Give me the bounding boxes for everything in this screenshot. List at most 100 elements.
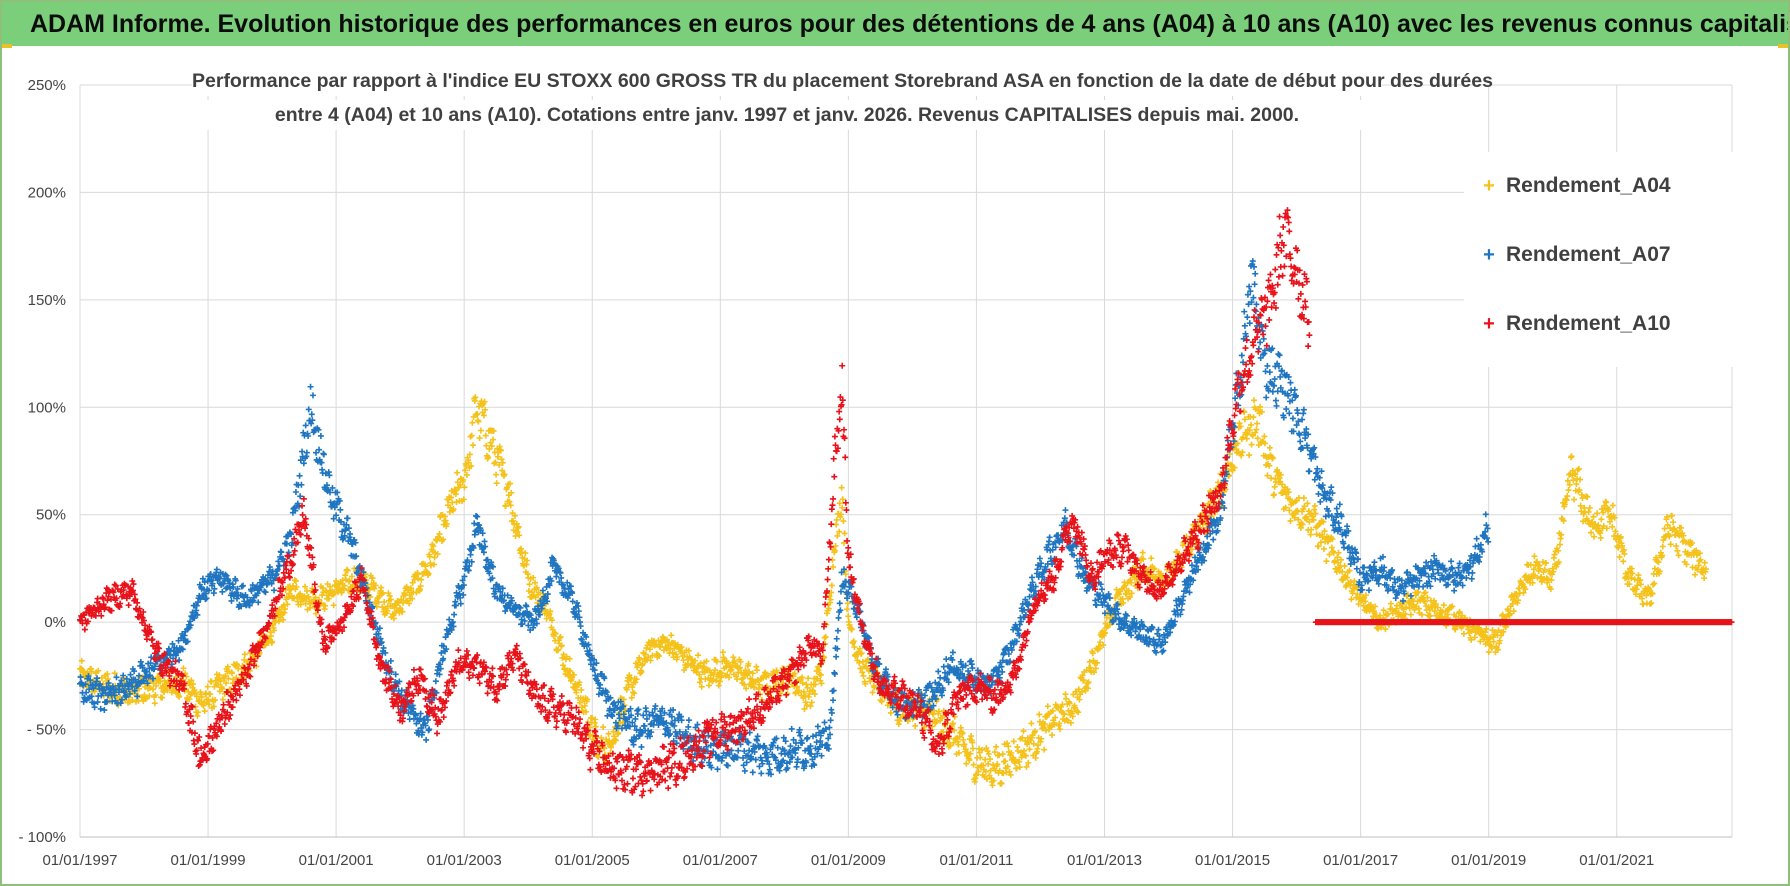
data-point <box>525 588 532 595</box>
data-point <box>1616 554 1623 561</box>
data-point <box>1244 314 1251 321</box>
data-point <box>835 614 842 621</box>
data-point <box>1266 369 1273 376</box>
data-point <box>451 611 458 618</box>
data-point <box>300 429 307 436</box>
data-point <box>275 618 282 625</box>
data-point <box>749 769 756 776</box>
data-point <box>705 682 712 689</box>
data-point <box>190 681 197 688</box>
data-point <box>180 665 187 672</box>
data-point <box>1448 558 1455 565</box>
data-point <box>822 633 829 640</box>
data-point <box>523 603 530 610</box>
data-point <box>262 589 269 596</box>
data-point <box>372 582 379 589</box>
x-tick-label: 01/01/1997 <box>42 852 117 869</box>
data-point <box>1597 534 1604 541</box>
data-point <box>1010 738 1017 745</box>
data-point <box>1651 580 1658 587</box>
data-point <box>1344 523 1351 530</box>
data-point <box>577 623 584 630</box>
data-point <box>152 692 159 699</box>
data-point <box>493 480 500 487</box>
data-point <box>344 567 351 574</box>
data-point <box>379 604 386 611</box>
data-point <box>325 595 332 602</box>
data-point <box>821 634 828 641</box>
data-point <box>312 594 319 601</box>
data-point <box>1257 339 1264 346</box>
data-point <box>1674 547 1681 554</box>
data-point <box>476 435 483 442</box>
data-point <box>833 635 840 642</box>
data-point <box>1584 493 1591 500</box>
data-point <box>724 762 731 769</box>
data-point <box>369 575 376 582</box>
data-point <box>1678 524 1685 531</box>
x-axis: 01/01/1997 01/01/1999 01/01/2001 01/01/2003… <box>42 852 1654 869</box>
data-point <box>469 442 476 449</box>
data-point <box>176 657 183 664</box>
banner-corner-left <box>2 44 12 48</box>
x-tick-label: 01/01/2019 <box>1451 852 1526 869</box>
data-point <box>97 705 104 712</box>
data-point <box>149 686 156 693</box>
data-point <box>320 451 327 458</box>
data-point <box>794 756 801 763</box>
data-point <box>1701 559 1708 566</box>
data-point <box>1565 487 1572 494</box>
data-point <box>1171 608 1178 615</box>
data-point <box>271 587 278 594</box>
data-point <box>1333 505 1340 512</box>
data-point <box>271 627 278 634</box>
data-point <box>1178 606 1185 613</box>
data-point <box>268 633 275 640</box>
x-tick-label: 01/01/2007 <box>683 852 758 869</box>
data-point <box>1075 709 1082 716</box>
data-point <box>809 733 816 740</box>
data-point <box>399 608 406 615</box>
data-point <box>1345 544 1352 551</box>
data-point <box>1556 541 1563 548</box>
x-tick-label: 01/01/2005 <box>555 852 630 869</box>
data-point <box>400 599 407 606</box>
data-point <box>1551 551 1558 558</box>
data-point <box>860 672 867 679</box>
data-point <box>222 680 229 687</box>
data-point <box>212 697 219 704</box>
data-point <box>1056 726 1063 733</box>
data-point <box>804 734 811 741</box>
data-point <box>353 553 360 560</box>
data-point <box>609 713 616 720</box>
data-point <box>1272 397 1279 404</box>
data-point <box>1289 415 1296 422</box>
data-point <box>1353 550 1360 557</box>
data-point <box>1044 703 1051 710</box>
data-point <box>467 433 474 440</box>
data-point <box>938 692 945 699</box>
data-point <box>937 674 944 681</box>
data-point <box>386 592 393 599</box>
data-point <box>1647 600 1654 607</box>
data-point <box>157 678 164 685</box>
data-point <box>205 701 212 708</box>
data-point <box>344 515 351 522</box>
data-point <box>482 432 489 439</box>
data-point <box>1254 420 1261 427</box>
data-point <box>381 598 388 605</box>
data-point <box>153 682 160 689</box>
data-point <box>638 743 645 750</box>
data-point <box>1542 559 1549 566</box>
data-point <box>741 767 748 774</box>
data-point <box>269 638 276 645</box>
data-point <box>828 709 835 716</box>
data-point <box>1286 410 1293 417</box>
data-point <box>219 696 226 703</box>
data-point <box>1673 543 1680 550</box>
data-point <box>1650 581 1657 588</box>
data-point <box>989 782 996 789</box>
data-point <box>833 653 840 660</box>
data-point <box>302 583 309 590</box>
data-point <box>1006 768 1013 775</box>
